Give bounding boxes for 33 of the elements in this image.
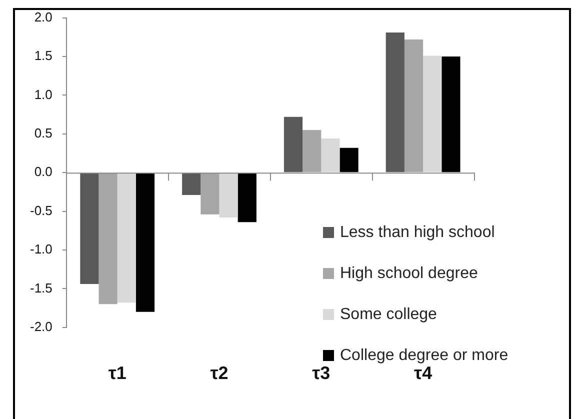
bar [302,130,322,172]
y-tick-label: 0.0 [34,164,52,180]
legend-label: College degree or more [340,346,508,364]
bar [80,173,99,284]
x-tick-label: τ3 [312,363,330,384]
legend-label: Some college [340,306,437,324]
y-tick-label: 1.0 [34,86,52,102]
bar [117,173,136,303]
bar [182,173,201,196]
legend-label: High school degree [340,264,478,282]
y-tick-label: 2.0 [34,9,52,24]
bar [423,56,442,172]
y-tick-label: -0.5 [30,202,52,218]
bar [136,173,155,312]
y-tick-label: -2.0 [30,318,52,334]
bar [386,32,404,172]
y-tick-label: -1.0 [30,242,52,257]
x-tick-label: τ4 [414,363,432,384]
bar [219,173,238,218]
bar [340,148,358,172]
bar [321,138,340,172]
y-tick-label: 0.5 [34,125,52,140]
x-tick-label: τ2 [210,363,228,384]
bar [442,56,460,172]
bar [284,116,303,172]
bar [404,39,424,172]
y-tick-label: 1.5 [34,48,52,64]
y-tick-label: -1.5 [30,280,52,296]
bar [200,173,220,214]
x-tick-label: τ1 [108,363,126,384]
bar [98,173,118,304]
bar [238,173,256,222]
legend-label: Less than high school [340,224,495,242]
